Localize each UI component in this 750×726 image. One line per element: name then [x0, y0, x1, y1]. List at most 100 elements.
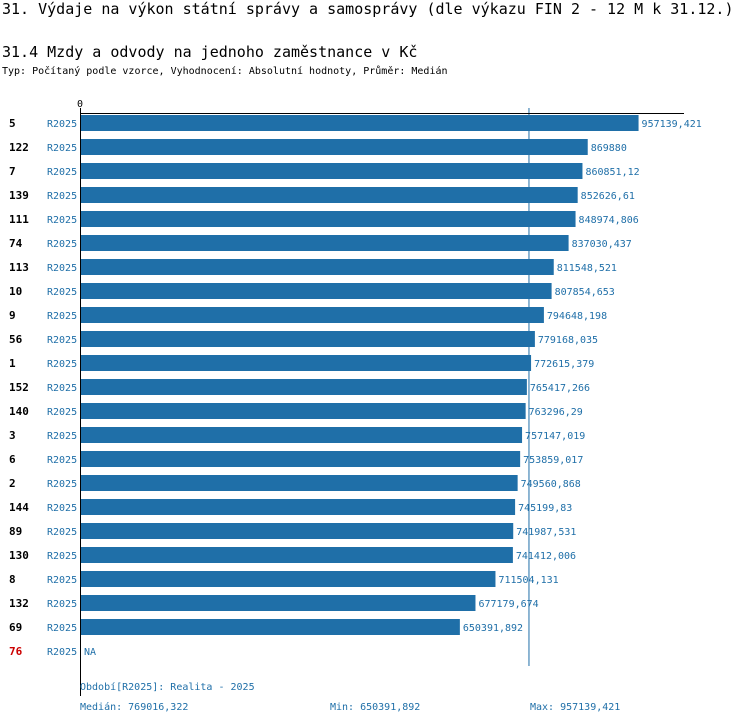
- row-id-label: 2: [9, 477, 16, 490]
- row-id-label: 10: [9, 285, 22, 298]
- bar-value-label: 749560,868: [521, 479, 581, 490]
- row-period-label: R2025: [47, 143, 77, 154]
- bar-value-label: 711504,131: [498, 575, 558, 586]
- bar-value-label: 848974,806: [579, 215, 639, 226]
- bar-value-label: 745199,83: [518, 503, 572, 514]
- bar-value-label: 779168,035: [538, 335, 598, 346]
- bar-value-label: 772615,379: [534, 359, 594, 370]
- row-period-label: R2025: [47, 455, 77, 466]
- bar: [81, 115, 639, 131]
- bar: [81, 427, 523, 443]
- bar-value-label: 765417,266: [530, 383, 590, 394]
- axis-zero-label: 0: [77, 99, 83, 110]
- row-period-label: R2025: [47, 263, 77, 274]
- bar: [81, 451, 521, 467]
- bar: [81, 307, 544, 323]
- section-title: 31.4 Mzdy a odvody na jednoho zaměstnanc…: [2, 43, 418, 61]
- row-id-label: 3: [9, 429, 16, 442]
- bar-value-label: 852626,61: [581, 191, 635, 202]
- bar-value-label: NA: [84, 647, 96, 658]
- row-id-label: 130: [9, 549, 29, 562]
- row-period-label: R2025: [47, 575, 77, 586]
- row-period-label: R2025: [47, 551, 77, 562]
- row-id-label: 56: [9, 333, 23, 346]
- bar-value-label: 807854,653: [555, 287, 615, 298]
- bar-value-label: 811548,521: [557, 263, 617, 274]
- row-id-label: 76: [9, 645, 23, 658]
- bar: [81, 403, 526, 419]
- bar: [81, 259, 554, 275]
- row-period-label: R2025: [47, 167, 77, 178]
- bar: [81, 571, 496, 587]
- row-period-label: R2025: [47, 431, 77, 442]
- bar-value-label: 869880: [591, 143, 627, 154]
- row-period-label: R2025: [47, 503, 77, 514]
- bar-value-label: 763296,29: [529, 407, 583, 418]
- bar: [81, 235, 569, 251]
- row-period-label: R2025: [47, 239, 77, 250]
- bar-value-label: 757147,019: [525, 431, 585, 442]
- row-period-label: R2025: [47, 623, 77, 634]
- bar: [81, 331, 535, 347]
- row-id-label: 8: [9, 573, 16, 586]
- row-id-label: 111: [9, 213, 29, 226]
- bar-value-label: 650391,892: [463, 623, 523, 634]
- row-id-label: 122: [9, 141, 29, 154]
- median-summary: Medián: 769016,322: [80, 702, 189, 713]
- bar: [81, 499, 516, 515]
- row-period-label: R2025: [47, 335, 77, 346]
- row-period-label: R2025: [47, 287, 77, 298]
- row-id-label: 139: [9, 189, 29, 202]
- row-id-label: 89: [9, 525, 22, 538]
- row-id-label: 113: [9, 261, 29, 274]
- row-id-label: 144: [9, 501, 29, 514]
- row-period-label: R2025: [47, 647, 77, 658]
- bar-value-label: 794648,198: [547, 311, 607, 322]
- bar: [81, 547, 513, 563]
- row-id-label: 69: [9, 621, 22, 634]
- row-id-label: 1: [9, 357, 16, 370]
- row-id-label: 74: [9, 237, 23, 250]
- row-period-label: R2025: [47, 383, 77, 394]
- row-period-label: R2025: [47, 527, 77, 538]
- chart-subtitle: Typ: Počítaný podle vzorce, Vyhodnocení:…: [2, 66, 448, 77]
- bar: [81, 523, 514, 539]
- bar-value-label: 677179,674: [478, 599, 538, 610]
- bar: [81, 187, 578, 203]
- row-period-label: R2025: [47, 407, 77, 418]
- row-period-label: R2025: [47, 599, 77, 610]
- min-summary: Min: 650391,892: [330, 702, 421, 713]
- row-id-label: 9: [9, 309, 16, 322]
- bar: [81, 379, 527, 395]
- bar-value-label: 860851,12: [585, 167, 639, 178]
- bar: [81, 139, 588, 155]
- bar: [81, 211, 576, 227]
- row-id-label: 6: [9, 453, 16, 466]
- max-summary: Max: 957139,421: [530, 702, 621, 713]
- bar-value-label: 741987,531: [516, 527, 576, 538]
- bar: [81, 475, 518, 491]
- row-id-label: 5: [9, 117, 16, 130]
- bar: [81, 355, 532, 371]
- page-title: 31. Výdaje na výkon státní správy a samo…: [2, 0, 734, 18]
- row-id-label: 7: [9, 165, 16, 178]
- bar: [81, 595, 476, 611]
- bar-value-label: 741412,006: [516, 551, 576, 562]
- row-period-label: R2025: [47, 191, 77, 202]
- bar-value-label: 753859,017: [523, 455, 583, 466]
- row-period-label: R2025: [47, 479, 77, 490]
- bar: [81, 163, 583, 179]
- bar: [81, 619, 460, 635]
- row-id-label: 132: [9, 597, 29, 610]
- row-period-label: R2025: [47, 215, 77, 226]
- bar-value-label: 957139,421: [642, 119, 702, 130]
- row-period-label: R2025: [47, 311, 77, 322]
- row-id-label: 152: [9, 381, 29, 394]
- row-id-label: 140: [9, 405, 29, 418]
- period-legend: Období[R2025]: Realita - 2025: [80, 682, 255, 693]
- row-period-label: R2025: [47, 119, 77, 130]
- bar: [81, 283, 552, 299]
- bar-value-label: 837030,437: [572, 239, 632, 250]
- row-period-label: R2025: [47, 359, 77, 370]
